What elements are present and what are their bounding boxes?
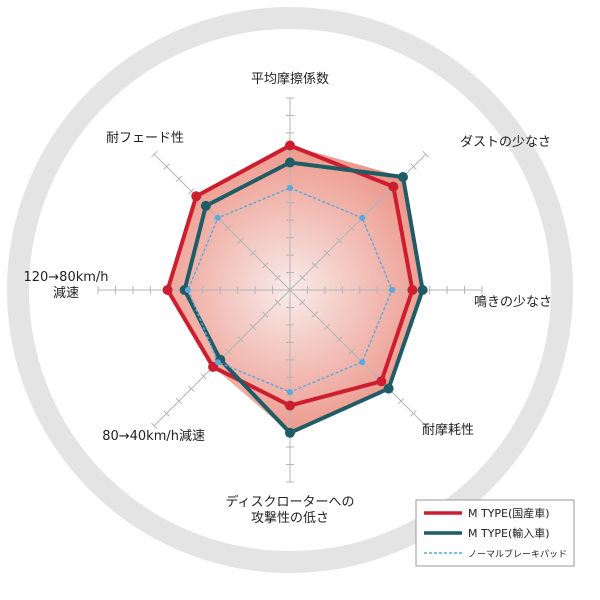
series-point [383, 383, 394, 394]
series-point [407, 285, 418, 295]
axis-label: 耐フェード性 [106, 131, 184, 146]
series-point [285, 427, 295, 438]
legend-label: ノーマルブレーキパッド [468, 548, 567, 560]
axis-label: 平均摩擦係数 [251, 71, 329, 87]
legend: M TYPE(国産車) M TYPE(輸入車) ノーマルブレーキパッド [415, 499, 575, 567]
legend-label: M TYPE(国産車) [468, 506, 550, 520]
grid-tick [422, 422, 429, 429]
grid-tick [410, 163, 417, 170]
area-fill [167, 145, 423, 433]
series-point [200, 200, 211, 211]
grid-tick [336, 336, 343, 343]
series-point [397, 172, 408, 183]
grid-tick [151, 151, 158, 158]
grid-tick [299, 274, 306, 281]
grid-tick [188, 188, 195, 195]
series-point [285, 400, 295, 411]
grid-tick [163, 410, 170, 417]
grid-tick [397, 397, 405, 405]
series-3 [185, 185, 395, 395]
grid-tick [311, 262, 318, 269]
series-point [208, 361, 219, 372]
grid-tick [323, 249, 331, 257]
series-point [388, 181, 399, 192]
series-point [359, 359, 366, 366]
axis-label: 耐摩耗性 [422, 422, 474, 438]
grid-tick [151, 422, 158, 429]
grid-tick [348, 348, 355, 355]
grid-tick [163, 163, 170, 170]
grid-tick [225, 348, 232, 355]
grid-spoke [289, 289, 427, 427]
grid-tick [249, 249, 257, 257]
series-point [285, 140, 295, 151]
series-point [287, 185, 293, 191]
grid-tick [237, 336, 244, 343]
axis-label: ディスクローターへの攻撃性の低さ [225, 494, 354, 526]
axis-label: 120→80km/h 減速 [23, 270, 108, 301]
series-point [376, 376, 387, 387]
grid-spoke [153, 153, 291, 291]
grid-tick [262, 311, 269, 318]
series-point [359, 214, 366, 221]
grid-tick [385, 188, 392, 195]
series-point [389, 287, 395, 293]
axis-label: ダストの少なさ [460, 135, 551, 150]
series-point [287, 389, 293, 395]
grid-tick [311, 311, 318, 318]
axis-label: 80→40km/h減速 [102, 428, 205, 444]
series-point [185, 287, 191, 293]
series-layer [162, 140, 428, 438]
grid-tick [237, 237, 244, 244]
grid-tick [188, 385, 195, 392]
grid-tick [323, 323, 331, 331]
grid-tick [175, 397, 183, 405]
series-point [191, 191, 202, 202]
series-point [285, 157, 295, 168]
grid-tick [373, 373, 380, 380]
grid-tick [348, 225, 355, 232]
grid-tick [249, 323, 257, 331]
series-2 [179, 157, 428, 438]
grid-tick [373, 200, 380, 207]
grid-tick [274, 274, 281, 281]
grid-tick [225, 225, 232, 232]
grid-tick [422, 151, 429, 158]
grid-tick [175, 175, 183, 183]
combined-area-fill [167, 145, 423, 433]
grid-tick [299, 299, 306, 306]
series-point [214, 359, 221, 366]
series-1 [162, 140, 418, 411]
series-point [214, 214, 221, 221]
legend-label: M TYPE(輸入車) [468, 526, 550, 540]
grid-tick [200, 373, 207, 380]
series-point [162, 285, 173, 295]
axis-label: 鳴きの少なさ [474, 295, 552, 310]
series-point [417, 285, 428, 295]
grid-tick [410, 410, 417, 417]
grid-tick [274, 299, 281, 306]
grid-tick [262, 262, 269, 269]
grid-tick [336, 237, 343, 244]
